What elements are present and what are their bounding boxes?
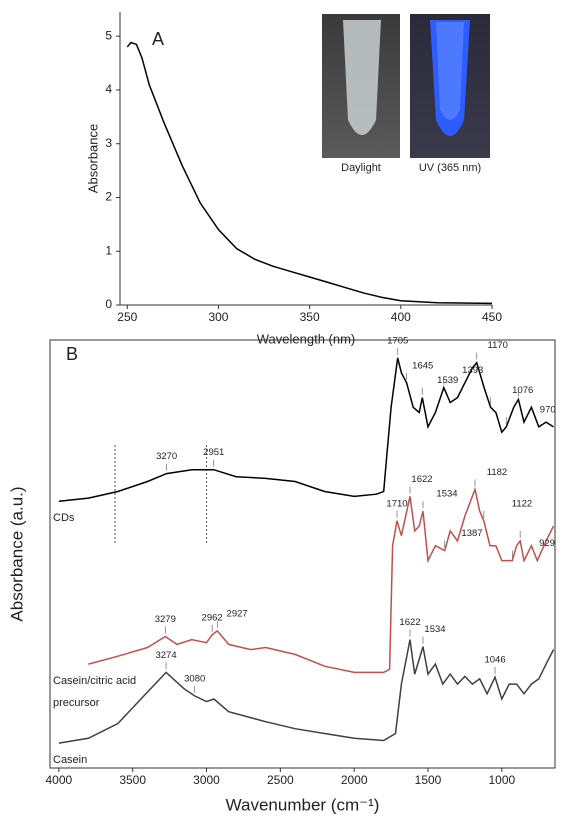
inset-caption: Daylight (341, 162, 381, 174)
peak-label: 1122 (512, 498, 532, 509)
y-tick-label: 0 (105, 297, 112, 311)
spectrum-line (126, 41, 493, 305)
tube (343, 20, 381, 135)
x-tick-label: 350 (300, 310, 320, 324)
x-tick-label: 1500 (415, 773, 442, 787)
x-tick-label: 4000 (46, 773, 73, 787)
peak-label: 2962 (202, 612, 223, 623)
y-tick-label: 5 (105, 28, 112, 42)
x-tick-label: 400 (391, 310, 411, 324)
series-name: Casein/citric acid precursor (53, 675, 137, 710)
x-tick-label: 2500 (267, 773, 294, 787)
peak-label: 1622 (411, 474, 432, 485)
peak-label: 1387 (461, 528, 482, 539)
x-tick-label: 300 (208, 310, 228, 324)
peak-label: 1393 (462, 365, 483, 376)
x-tick-label: 1000 (488, 773, 515, 787)
peak-label: 1170 (488, 340, 508, 351)
inset-photos (322, 14, 490, 158)
x-axis-title: Wavenumber (cm⁻¹) (226, 795, 380, 814)
peak-label: 1534 (436, 489, 457, 500)
peak-label: 3080 (184, 673, 205, 684)
peak-label: 970 (540, 404, 556, 415)
x-tick-label: 2000 (341, 773, 368, 787)
spectrum-line (58, 639, 555, 744)
peak-label: 1182 (487, 467, 507, 478)
peak-label: 3274 (155, 650, 176, 661)
peak-label: 929 (539, 538, 555, 549)
x-tick-label: 3500 (119, 773, 146, 787)
y-tick-label: 1 (105, 243, 112, 257)
peak-label: 1539 (437, 375, 458, 386)
series-name: CDs (53, 512, 75, 525)
inset-caption: UV (365 nm) (419, 162, 481, 174)
spectrum-line (58, 357, 554, 502)
peak-label: 2951 (203, 447, 224, 458)
y-tick-label: 2 (105, 190, 112, 204)
panel-label: A (152, 29, 164, 49)
peak-label: 1076 (512, 385, 533, 396)
peak-label: 1710 (386, 498, 407, 509)
peak-label: 3279 (155, 614, 176, 625)
x-tick-label: 250 (117, 310, 137, 324)
series-name: Casein (53, 754, 88, 767)
peak-label: 1622 (399, 617, 420, 628)
peak-label: 1046 (484, 655, 505, 666)
y-tick-label: 4 (105, 82, 112, 96)
x-tick-label: 450 (482, 310, 502, 324)
y-axis-title: Absorbance (a.u.) (7, 486, 26, 621)
peak-label: 2927 (227, 608, 248, 619)
y-tick-label: 3 (105, 136, 112, 150)
peak-label: 1534 (424, 624, 445, 635)
tube-glow-core (436, 22, 464, 120)
x-tick-label: 3000 (193, 773, 220, 787)
spectrum-line (88, 486, 555, 674)
peak-label: 1705 (387, 335, 408, 346)
x-axis-title: Wavelength (nm) (257, 331, 356, 346)
plot-frame (49, 339, 556, 769)
peak-label: 3270 (156, 451, 177, 462)
peak-label: 1645 (412, 360, 433, 371)
y-axis-title: Absorbance (85, 124, 100, 193)
panel-label: B (66, 344, 78, 364)
